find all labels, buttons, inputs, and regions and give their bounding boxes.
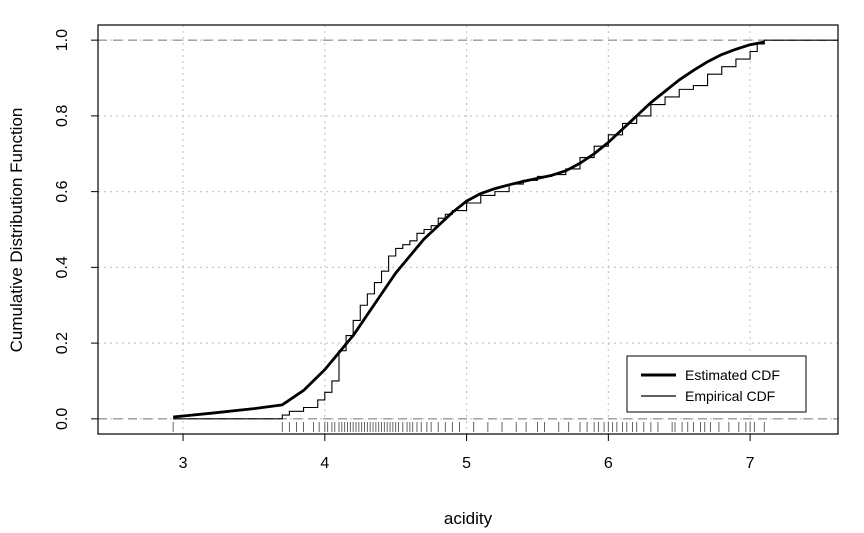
x-axis: 3 4 5 6 7	[179, 434, 755, 472]
y-tick-label-2: 0.4	[54, 256, 71, 278]
y-tick-label-5: 1.0	[54, 29, 71, 51]
x-tick-label-3: 6	[604, 455, 613, 472]
y-axis-title: Cumulative Distribution Function	[7, 108, 26, 353]
y-axis: 0.0 0.2 0.4 0.6 0.8 1.0	[54, 29, 98, 430]
legend-label-estimated: Estimated CDF	[685, 367, 780, 383]
x-tick-label-2: 5	[462, 455, 471, 472]
legend-label-empirical: Empirical CDF	[685, 388, 775, 404]
x-tick-label-0: 3	[179, 455, 188, 472]
y-tick-label-4: 0.8	[54, 105, 71, 127]
series-line-empirical	[173, 39, 838, 420]
x-axis-title: acidity	[444, 509, 493, 528]
plot-border	[97, 24, 839, 435]
x-tick-label-1: 4	[320, 455, 329, 472]
rug-plot	[172, 422, 765, 432]
legend-box	[626, 355, 807, 413]
legend: Estimated CDF Empirical CDF	[626, 355, 807, 413]
x-tick-label-4: 7	[746, 455, 755, 472]
grid-lines	[98, 25, 838, 434]
y-tick-label-1: 0.2	[54, 332, 71, 354]
series-lines	[172, 39, 838, 420]
y-tick-label-3: 0.6	[54, 180, 71, 202]
y-tick-label-0: 0.0	[54, 408, 71, 430]
